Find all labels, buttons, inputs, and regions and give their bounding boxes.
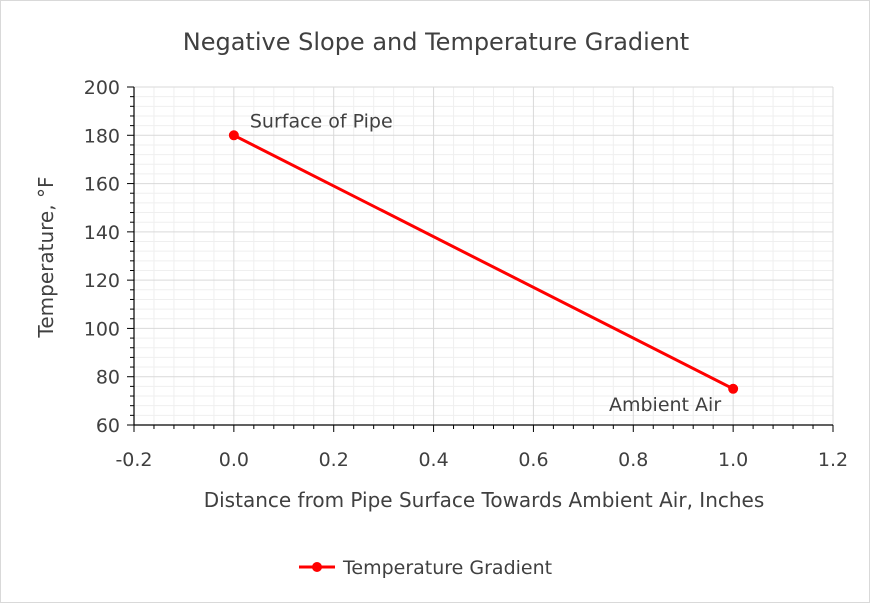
x-tick-label: 0.4 — [418, 449, 448, 471]
y-tick-label: 100 — [84, 318, 120, 340]
legend-label: Temperature Gradient — [342, 557, 552, 579]
annotation-surface-of-pipe: Surface of Pipe — [250, 110, 393, 132]
series-layer — [228, 130, 739, 394]
chart-title: Negative Slope and Temperature Gradient — [183, 28, 689, 56]
axes — [127, 86, 834, 432]
legend: Temperature Gradient — [299, 557, 552, 579]
y-tick-label: 120 — [84, 270, 120, 292]
x-tick-label: 0.6 — [518, 449, 548, 471]
annotations: Surface of Pipe Ambient Air — [250, 110, 721, 416]
y-tick-label: 60 — [96, 415, 120, 437]
y-axis-title: Temperature, °F — [34, 177, 58, 339]
y-tick-label: 200 — [84, 77, 120, 99]
y-tick-label: 180 — [84, 125, 120, 147]
x-tick-label: 1.2 — [818, 449, 848, 471]
series-line — [233, 133, 734, 391]
x-tick-label: -0.2 — [115, 449, 152, 471]
tick-labels: -0.2 0.0 0.2 0.4 0.6 0.8 1.0 1.2 60 80 100 120 140 16… — [84, 77, 848, 471]
data-point — [728, 383, 739, 394]
annotation-ambient-air: Ambient Air — [609, 394, 721, 416]
x-tick-label: 0.8 — [618, 449, 648, 471]
y-tick-label: 160 — [84, 174, 120, 196]
x-axis-title: Distance from Pipe Surface Towards Ambie… — [204, 488, 765, 512]
y-tick-label: 80 — [96, 367, 120, 389]
x-tick-label: 0.2 — [319, 449, 349, 471]
data-point — [228, 130, 239, 141]
y-tick-label: 140 — [84, 222, 120, 244]
legend-marker — [312, 562, 322, 572]
x-tick-label: 1.0 — [718, 449, 748, 471]
x-tick-label: 0.0 — [219, 449, 249, 471]
